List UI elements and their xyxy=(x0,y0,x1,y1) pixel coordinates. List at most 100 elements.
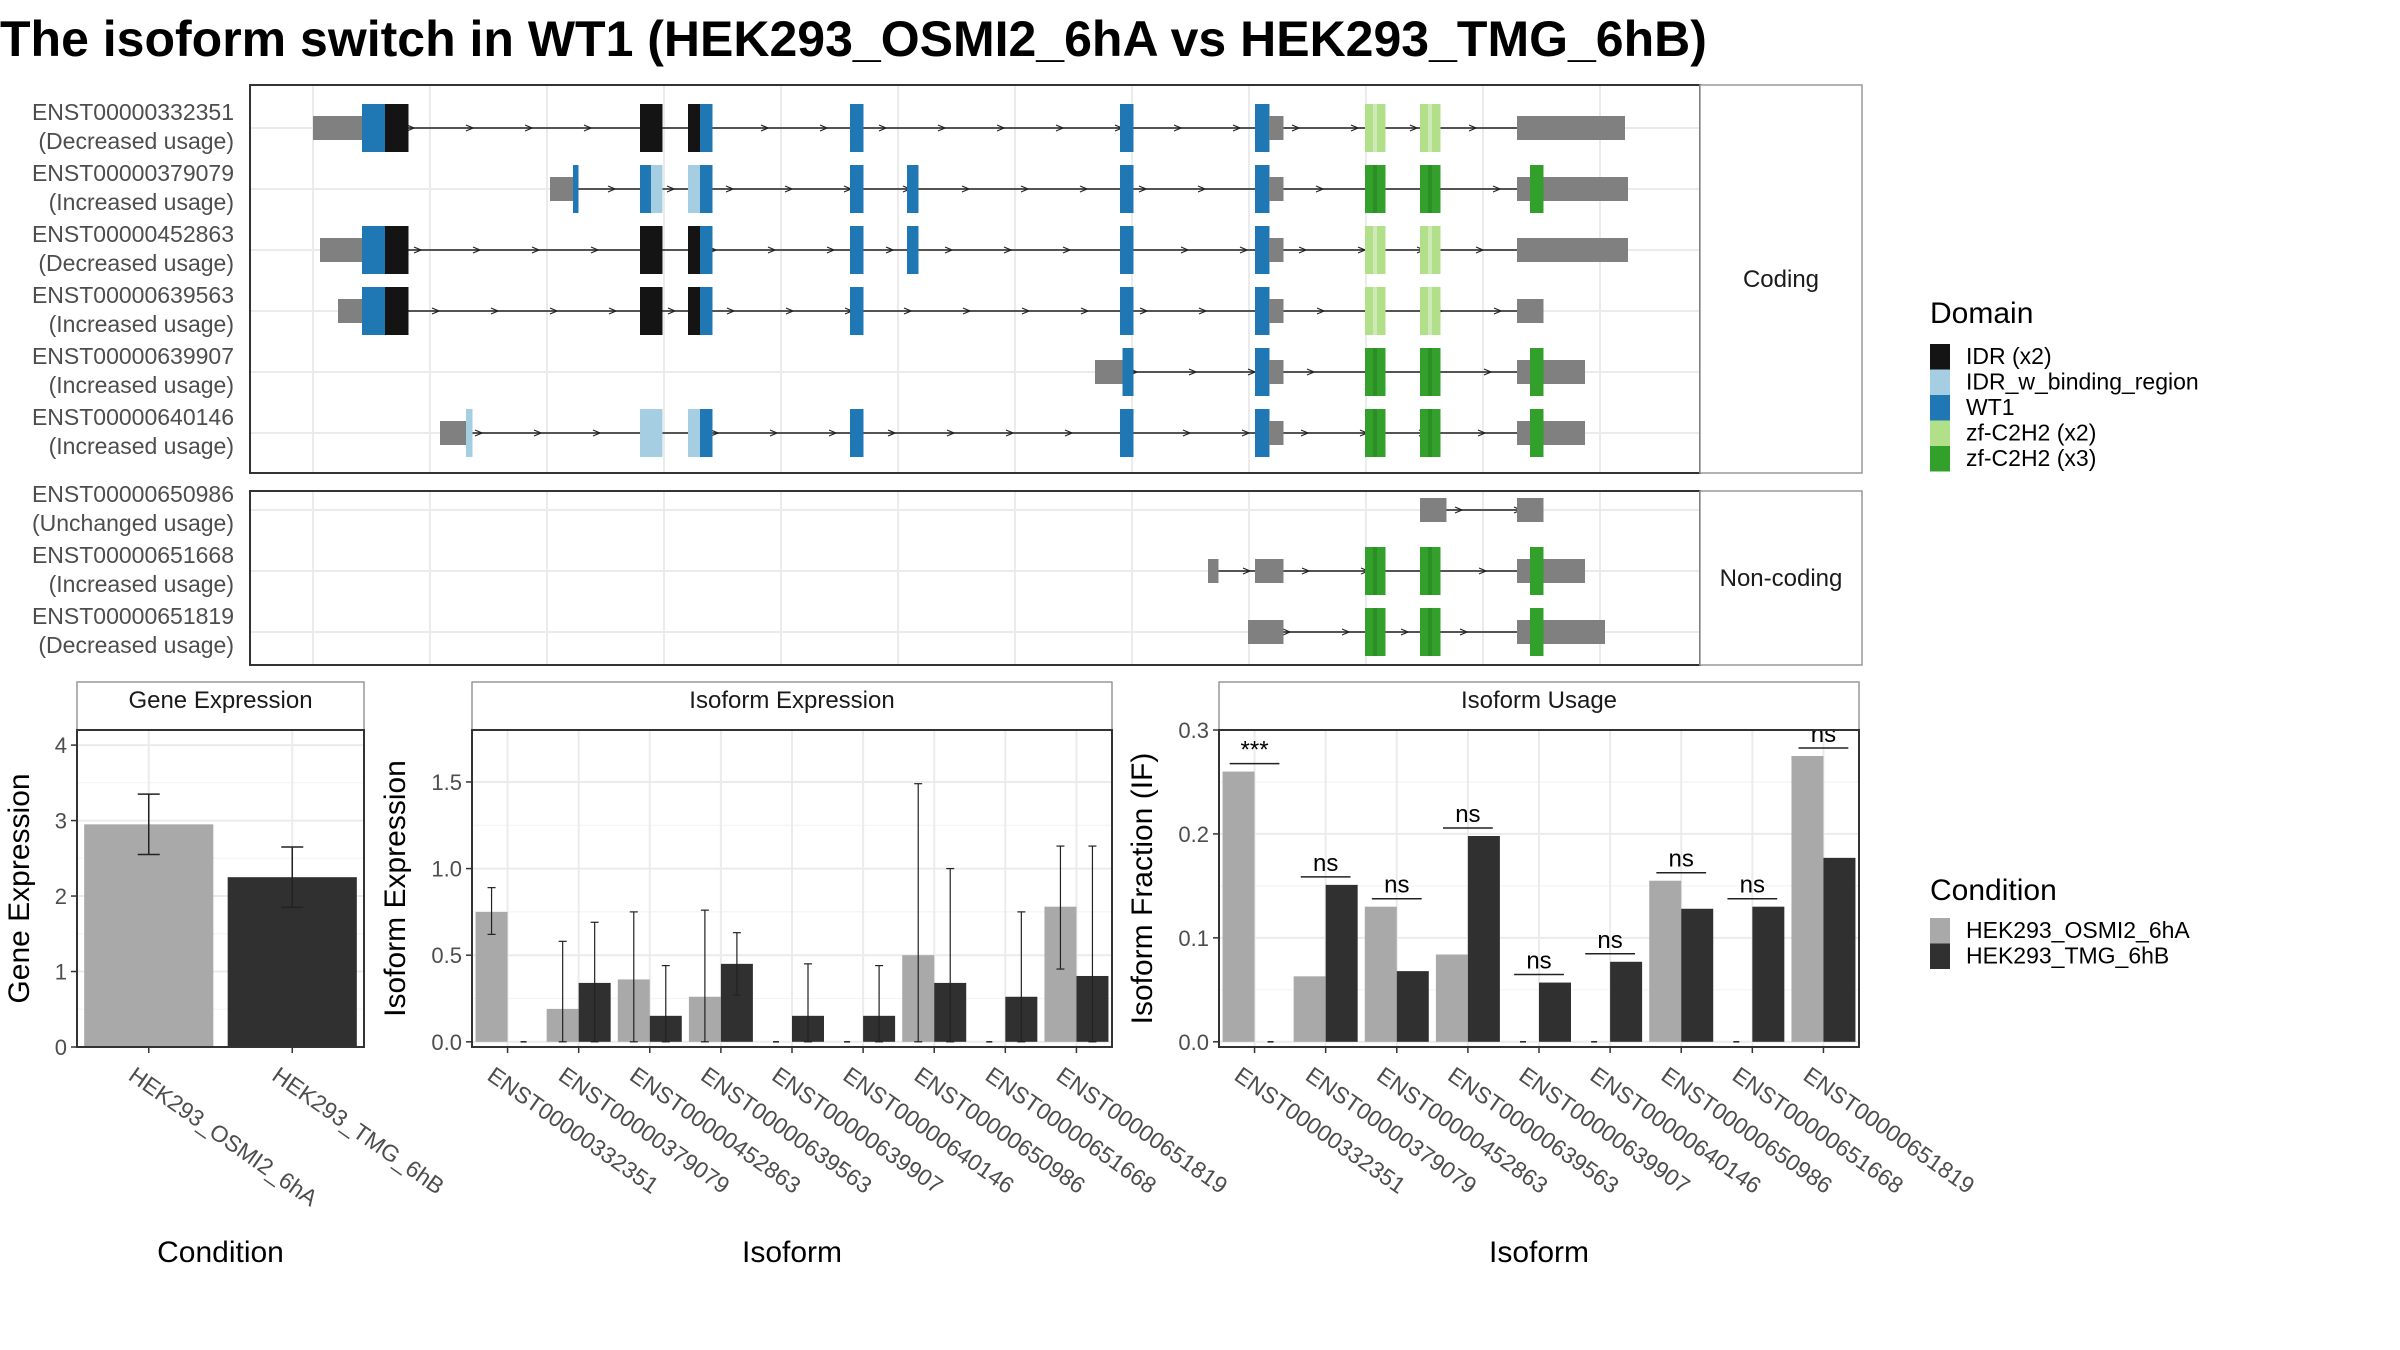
transcript-id-label: ENST00000650986 xyxy=(32,481,234,507)
exon xyxy=(850,287,864,335)
utr-segment xyxy=(338,299,362,323)
direction-arrow xyxy=(1291,124,1301,132)
bar xyxy=(1467,836,1500,1042)
error-bar xyxy=(558,940,567,1043)
domain-segment xyxy=(385,104,409,152)
direction-arrow xyxy=(1282,628,1292,636)
legend-title: Domain xyxy=(1930,297,2033,330)
y-tick-label: 1 xyxy=(55,960,67,985)
significance-annotation: ns xyxy=(1656,846,1707,874)
exon xyxy=(1208,559,1219,583)
domain-stripe xyxy=(1373,104,1377,152)
domain-segment xyxy=(700,287,713,335)
transcript-usage-label: (Decreased usage) xyxy=(38,128,234,154)
exon-utr-part xyxy=(1517,421,1531,445)
domain-segment xyxy=(688,165,701,213)
panel-title: Isoform Expression xyxy=(689,687,894,714)
domain-stripe xyxy=(1373,287,1377,335)
y-tick-label: 1.5 xyxy=(431,770,462,795)
domain-stripe xyxy=(1428,104,1432,152)
transcript-id-label: ENST00000640146 xyxy=(32,404,234,430)
transcript-ENST00000650986: ENST00000650986 (Unchanged usage) xyxy=(32,481,1544,536)
direction-arrow xyxy=(1300,429,1310,437)
transcript-usage-label: (Increased usage) xyxy=(49,372,234,398)
transcript-ENST00000332351: ENST00000332351 (Decreased usage) xyxy=(32,99,1625,154)
error-bar xyxy=(629,911,638,1043)
utr-segment xyxy=(440,421,460,445)
error-bar xyxy=(914,783,923,1043)
domain-segment xyxy=(700,226,713,274)
exon xyxy=(460,409,473,457)
transcript-usage-label: (Increased usage) xyxy=(49,571,234,597)
exon xyxy=(688,287,713,335)
direction-arrow xyxy=(760,124,770,132)
significance-label: ns xyxy=(1740,872,1765,899)
domain-segment xyxy=(1122,348,1134,396)
transcript-usage-label: (Decreased usage) xyxy=(38,632,234,658)
y-tick-label: 2 xyxy=(55,884,67,909)
domain-segment xyxy=(1255,165,1270,213)
domain-segment xyxy=(1530,547,1544,595)
domain-segment xyxy=(1530,608,1544,656)
error-bar xyxy=(1056,845,1065,970)
exon xyxy=(850,409,864,457)
direction-arrow xyxy=(819,124,829,132)
direction-arrow xyxy=(1064,429,1074,437)
direction-arrow xyxy=(1180,246,1190,254)
y-tick-label: 0.1 xyxy=(1178,926,1209,951)
facet-strip xyxy=(1699,84,1863,474)
transcript-ENST00000651819: ENST00000651819 (Decreased usage) xyxy=(32,603,1605,658)
facet-strip xyxy=(76,681,365,731)
exon xyxy=(1120,165,1134,213)
direction-arrow xyxy=(1138,185,1148,193)
y-tick-label: 4 xyxy=(55,733,67,758)
transcript-usage-label: (Unchanged usage) xyxy=(32,510,234,536)
direction-arrow xyxy=(903,307,913,315)
direction-arrow xyxy=(1475,246,1485,254)
direction-arrow xyxy=(1062,246,1072,254)
legend-label: HEK293_TMG_6hB xyxy=(1966,943,2169,969)
significance-annotation: ns xyxy=(1798,721,1849,749)
domain-stripe xyxy=(1373,165,1377,213)
exon-utr-part xyxy=(1112,360,1123,384)
exon xyxy=(640,165,663,213)
exon xyxy=(1420,104,1441,152)
domain-segment xyxy=(907,165,919,213)
direction-arrow xyxy=(1468,124,1478,132)
direction-arrow xyxy=(1341,628,1351,636)
exon xyxy=(1420,547,1441,595)
direction-arrow xyxy=(533,429,543,437)
direction-arrow xyxy=(583,124,593,132)
domain-stripe xyxy=(1428,348,1432,396)
exon xyxy=(688,226,713,274)
exon xyxy=(1365,547,1386,595)
direction-arrow xyxy=(1197,185,1207,193)
exon xyxy=(362,287,409,335)
bar xyxy=(1364,906,1397,1042)
legend-label: IDR (x2) xyxy=(1966,343,2052,369)
exon xyxy=(1255,348,1284,396)
error-bar xyxy=(281,846,304,909)
domain-segment xyxy=(850,287,864,335)
significance-annotation: ns xyxy=(1585,927,1635,955)
exon xyxy=(1517,116,1544,140)
direction-arrow xyxy=(1459,628,1469,636)
direction-arrow xyxy=(1079,185,1089,193)
bar xyxy=(1649,880,1682,1042)
utr-segment xyxy=(320,238,362,262)
exon xyxy=(1255,226,1284,274)
domain-segment xyxy=(651,165,663,213)
domain-segment xyxy=(385,287,409,335)
facet-strip-label: Non-coding xyxy=(1720,565,1843,592)
domain-segment xyxy=(1120,287,1134,335)
facet-strip-label: Coding xyxy=(1743,266,1819,293)
direction-arrow xyxy=(1003,246,1013,254)
exon-utr-part xyxy=(1517,238,1544,262)
y-axis-title: Gene Expression xyxy=(3,773,36,1003)
domain-segment xyxy=(573,165,579,213)
panel-background xyxy=(250,85,1700,473)
direction-arrow xyxy=(725,185,735,193)
isoform-expression-plot: Isoform Expression0.00.51.01.5ENST000003… xyxy=(379,681,1232,1269)
significance-label: ns xyxy=(1811,721,1836,748)
